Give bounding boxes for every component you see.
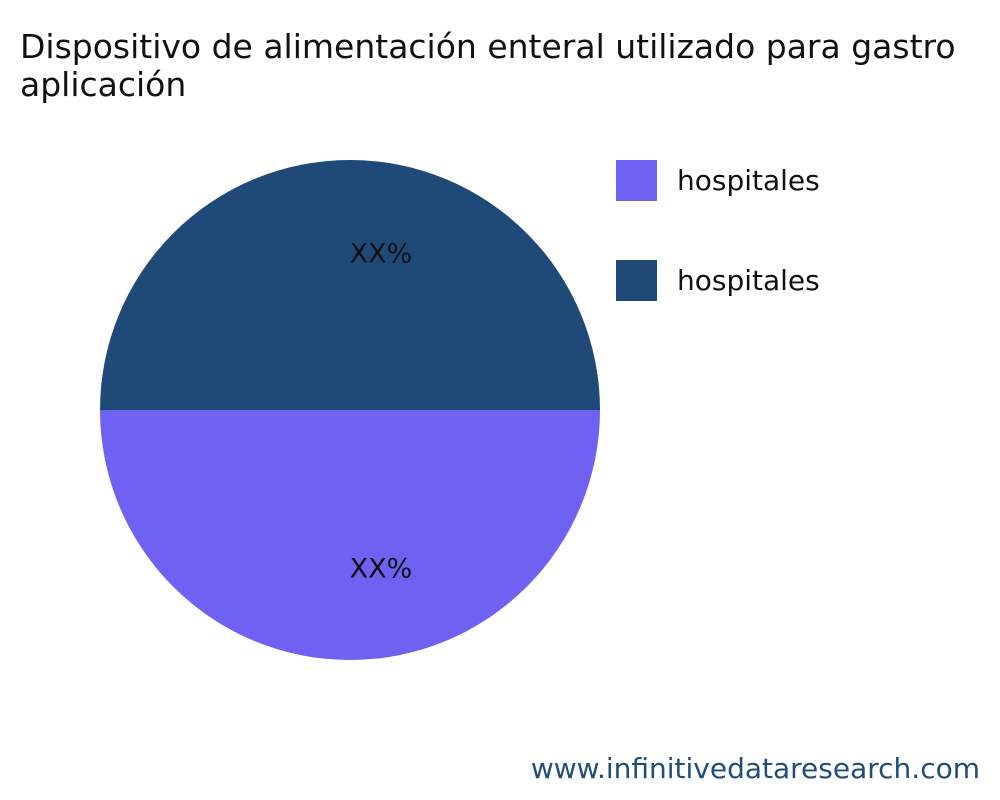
legend-label-2: hospitales: [677, 263, 820, 297]
legend-item-1[interactable]: hospitales: [616, 159, 820, 201]
legend-swatch-2: [616, 259, 657, 301]
legend-label-1: hospitales: [677, 163, 820, 197]
pie-slices: [100, 160, 600, 660]
legend-item-2[interactable]: hospitales: [616, 259, 820, 301]
footer-url[interactable]: www.infinitivedataresearch.com: [530, 752, 980, 785]
legend-swatch-1: [616, 159, 657, 201]
legend: hospitales hospitales: [616, 159, 820, 360]
pie-slice-label-1: XX%: [350, 239, 413, 270]
chart-title: Dispositivo de alimentación enteral util…: [20, 28, 1000, 104]
pie-slice-label-2: XX%: [350, 554, 413, 585]
pie-slice-1[interactable]: [100, 160, 600, 410]
chart-title-line-1: Dispositivo de alimentación enteral util…: [20, 28, 956, 66]
pie-labels: XX% XX%: [350, 239, 413, 585]
chart-title-line-2: aplicación: [20, 65, 187, 104]
pie-slice-2[interactable]: [100, 410, 600, 660]
